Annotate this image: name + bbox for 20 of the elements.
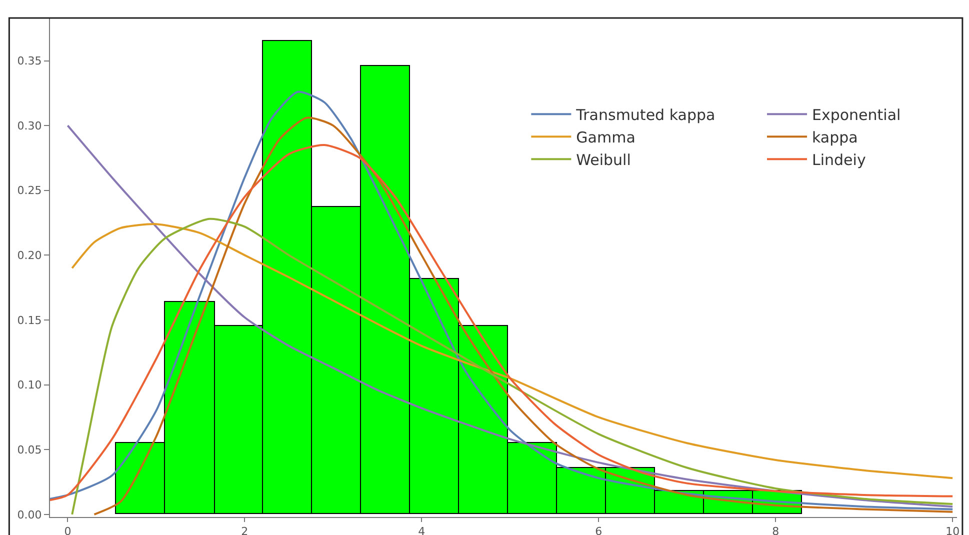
legend-label: Gamma	[576, 128, 636, 146]
legend-label: kappa	[812, 128, 858, 146]
y-tick-label: 0.10	[17, 378, 42, 392]
x-tick-label: 0	[64, 525, 72, 535]
legend-label: Lindeiy	[812, 150, 866, 169]
y-tick-label: 0.35	[17, 54, 42, 68]
y-tick-label: 0.15	[17, 314, 42, 327]
legend-label: Transmuted kappa	[575, 106, 716, 124]
legend-label: Exponential	[812, 106, 901, 124]
x-tick-label: 2	[241, 525, 248, 535]
x-tick-label: 8	[772, 525, 780, 535]
y-tick-label: 0.30	[17, 119, 42, 132]
y-tick-label: 0.20	[17, 249, 42, 262]
x-tick-label: 6	[595, 525, 602, 535]
x-tick-label: 4	[418, 525, 426, 535]
x-tick-label: 10	[946, 525, 960, 535]
legend-label: Weibull	[576, 150, 631, 169]
y-tick-label: 0.25	[17, 184, 42, 198]
y-tick-label: 0.05	[17, 443, 42, 456]
y-tick-label: 0.00	[17, 508, 42, 522]
